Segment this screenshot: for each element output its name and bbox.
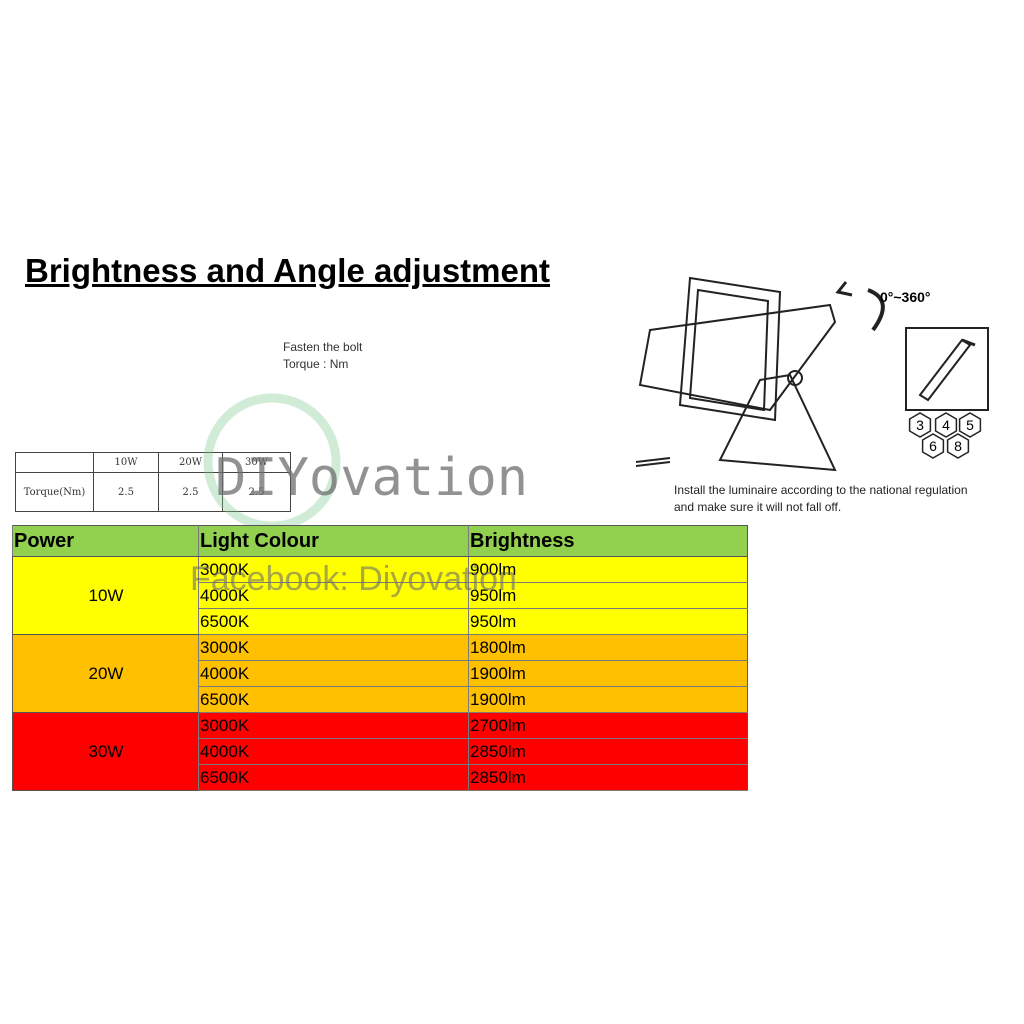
watermark: Facebook: Diyovation [190, 560, 517, 598]
colour-cell: 4000K [198, 738, 469, 765]
spec-table: Power Light Colour Brightness 10W 3000K 90… [12, 525, 748, 791]
colour-cell: 6500K [198, 764, 469, 791]
brightness-cell: 950lm [468, 608, 748, 635]
fasten-text: Torque : Nm [283, 357, 349, 371]
hex-keys: 3 4 5 6 8 [908, 412, 982, 459]
cell: 10W [93, 452, 159, 473]
cell: 2.5 [93, 472, 159, 512]
table-row: 4000K 2850lm [13, 738, 748, 765]
table-row: 30W 3000K 2700lm [12, 712, 748, 791]
colour-cell: 3000K [198, 712, 469, 739]
table-row: 20W 3000K 1800lm [12, 634, 748, 713]
hex-label: 5 [966, 417, 974, 433]
cell: 20W [158, 452, 223, 473]
torque-table: 10W 20W 30W Torque(Nm) 2.5 2.5 2.5 [15, 452, 291, 512]
colour-cell: 6500K [198, 608, 469, 635]
brightness-cell: 900lm [468, 556, 748, 583]
hex [934, 412, 958, 438]
brightness-cell: 2850lm [468, 738, 748, 765]
header-cell: Power [12, 525, 199, 557]
brightness-cell: 1900lm [468, 660, 748, 687]
install-text: and make sure it will not fall off. [674, 500, 841, 514]
brightness-cell: 1900lm [468, 686, 748, 713]
colour-cell: 6500K [198, 686, 469, 713]
table-row: 6500K 1900lm [13, 686, 748, 713]
table-row: 6500K 2850lm [13, 764, 748, 791]
hex [958, 412, 982, 438]
hex [921, 433, 945, 459]
power-cell: 10W [12, 556, 199, 635]
colour-cell: 4000K [198, 660, 469, 687]
watermark: DIYovation [215, 448, 529, 508]
power-cell: 20W [12, 634, 199, 713]
fasten-text: Fasten the bolt [283, 340, 363, 354]
install-text: Install the luminaire according to the n… [674, 483, 968, 497]
cell: 2.5 [222, 472, 291, 512]
angle-label: 0°~360° [880, 289, 931, 305]
table-row: 6500K 950lm [13, 608, 748, 635]
title: Brightness and Angle adjustment [25, 252, 551, 289]
hex [946, 433, 970, 459]
power-cell: 30W [12, 712, 199, 791]
hex-label: 4 [942, 417, 950, 433]
colour-cell: 3000K [198, 634, 469, 661]
brightness-cell: 1800lm [468, 634, 748, 661]
cell: Torque(Nm) [15, 472, 94, 512]
cell [15, 452, 94, 473]
hex-label: 8 [954, 438, 962, 454]
header-cell: Light Colour [198, 525, 469, 557]
table-row: 10W 3000K 900lm [12, 556, 748, 635]
brightness-cell: 950lm [468, 582, 748, 609]
hex-label: 3 [916, 417, 924, 433]
header-cell: Brightness [468, 525, 748, 557]
hex-label: 6 [929, 438, 937, 454]
table-row: 4000K 950lm [13, 582, 748, 609]
brightness-cell: 2700lm [468, 712, 748, 739]
cell: 2.5 [158, 472, 223, 512]
colour-cell: 4000K [198, 582, 469, 609]
lamp-drawing [635, 276, 989, 472]
table-row: 4000K 1900lm [13, 660, 748, 687]
hex [908, 412, 932, 438]
brightness-cell: 2850lm [468, 764, 748, 791]
colour-cell: 3000K [198, 556, 469, 583]
